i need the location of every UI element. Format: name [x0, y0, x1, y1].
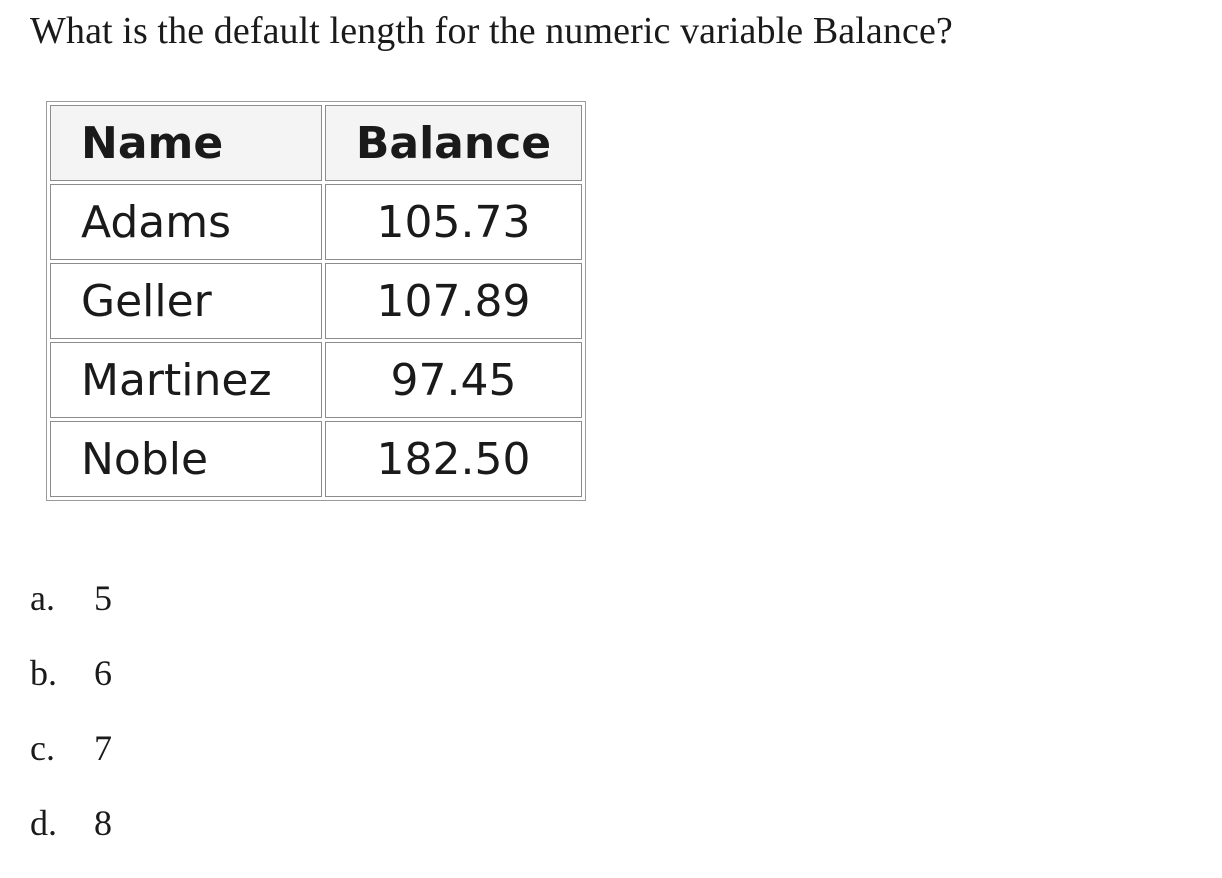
cell-name: Martinez: [50, 342, 322, 418]
option-value: 5: [94, 578, 112, 618]
option-letter: b.: [30, 653, 57, 693]
data-table: Name Balance Adams 105.73 Geller 107.89 …: [46, 101, 586, 501]
option-value: 7: [94, 728, 112, 768]
table-header-row: Name Balance: [50, 105, 582, 181]
table-row: Martinez 97.45: [50, 342, 582, 418]
option-letter: a.: [30, 578, 55, 618]
option-value: 8: [94, 803, 112, 843]
cell-balance: 97.45: [325, 342, 582, 418]
option-value: 6: [94, 653, 112, 693]
option-letter: c.: [30, 728, 55, 768]
table-row: Adams 105.73: [50, 184, 582, 260]
cell-balance: 182.50: [325, 421, 582, 497]
cell-name: Adams: [50, 184, 322, 260]
option-c[interactable]: c. 7: [30, 728, 112, 768]
question-text: What is the default length for the numer…: [30, 10, 953, 52]
option-b[interactable]: b. 6: [30, 653, 112, 693]
table-row: Noble 182.50: [50, 421, 582, 497]
header-name: Name: [50, 105, 322, 181]
cell-balance: 107.89: [325, 263, 582, 339]
table-row: Geller 107.89: [50, 263, 582, 339]
cell-balance: 105.73: [325, 184, 582, 260]
header-balance: Balance: [325, 105, 582, 181]
cell-name: Geller: [50, 263, 322, 339]
option-letter: d.: [30, 803, 57, 843]
option-a[interactable]: a. 5: [30, 578, 112, 618]
option-d[interactable]: d. 8: [30, 803, 112, 843]
cell-name: Noble: [50, 421, 322, 497]
answer-options: a. 5 b. 6 c. 7 d. 8: [30, 578, 112, 878]
